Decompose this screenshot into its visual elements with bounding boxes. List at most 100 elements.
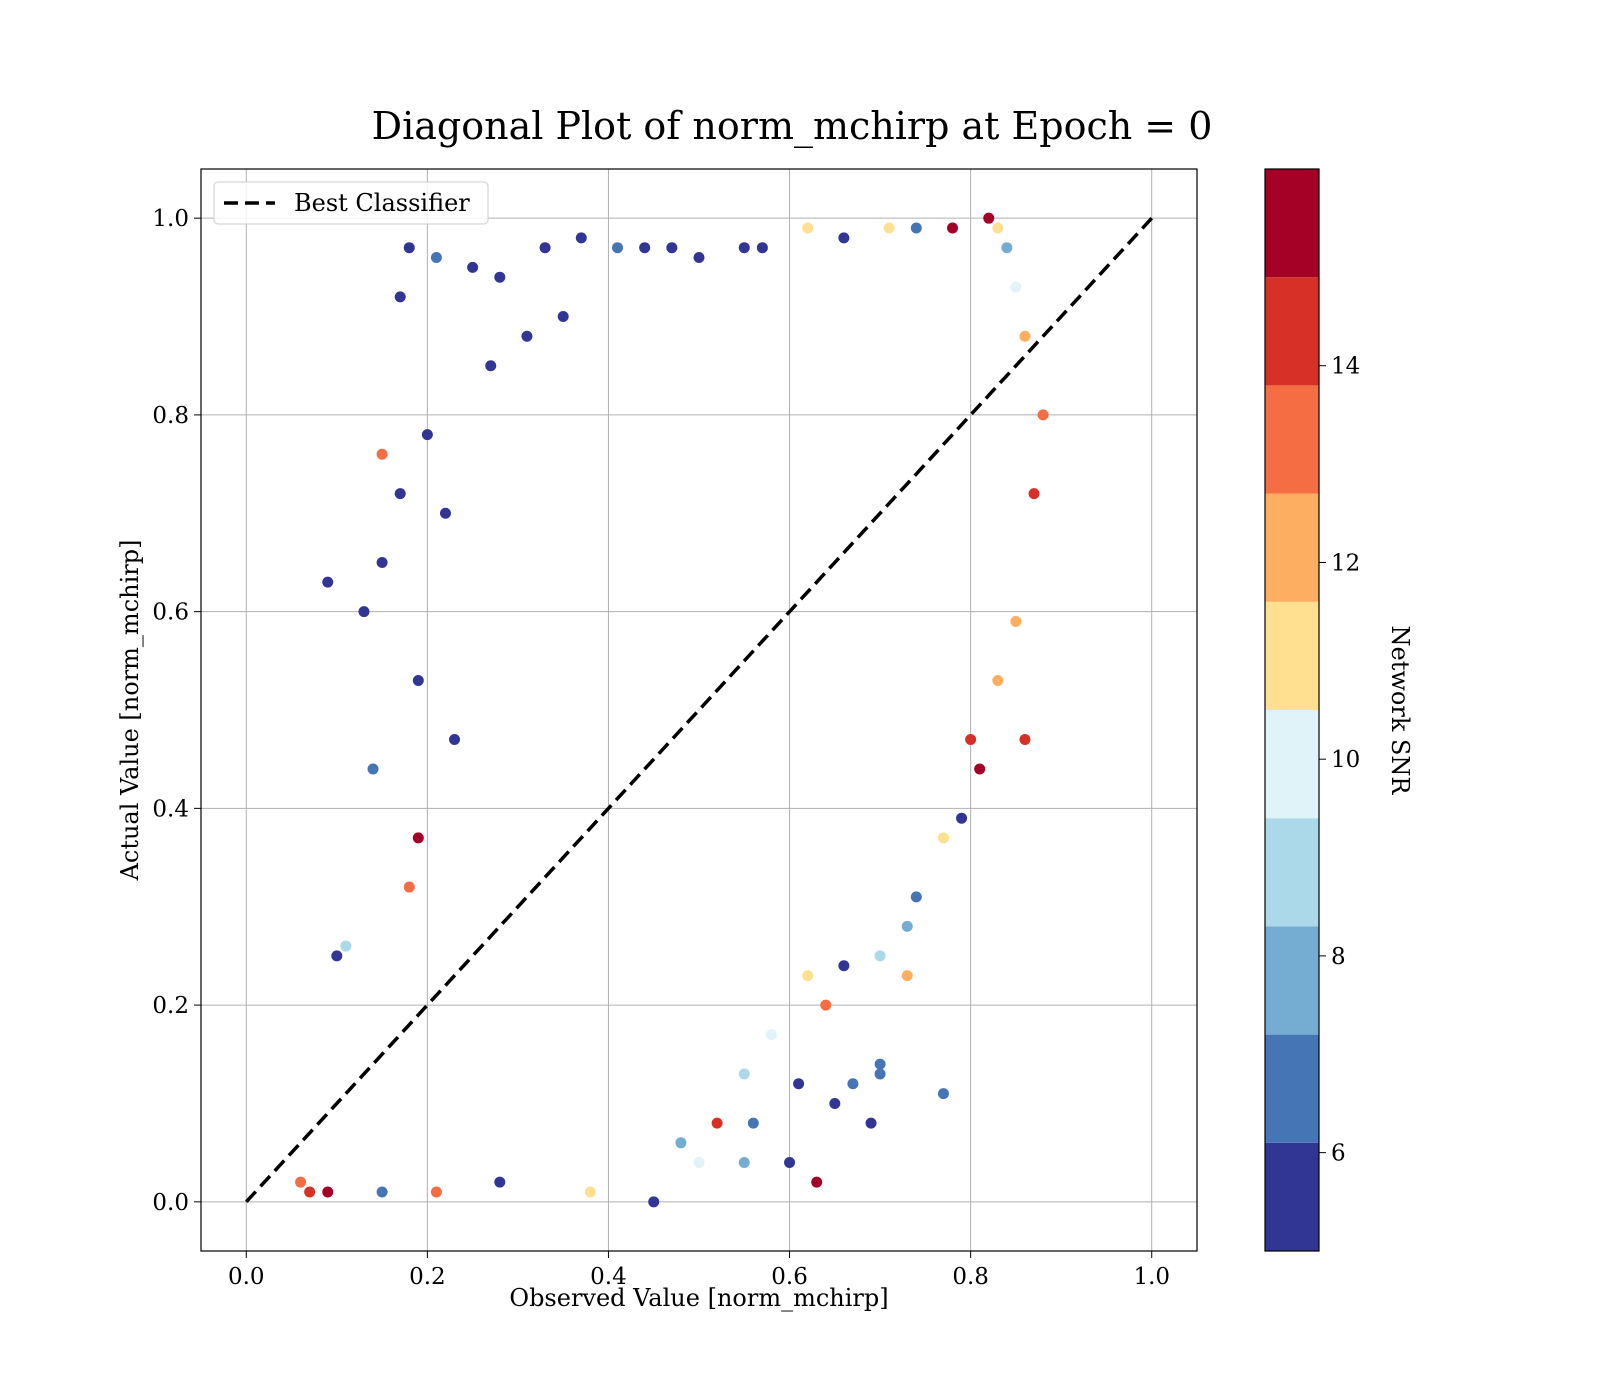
scatter-point xyxy=(883,222,895,234)
y-axis-ticks: 0.0 0.2 0.4 0.6 0.8 1.0 xyxy=(152,206,201,1216)
x-tick-label: 1.0 xyxy=(1133,1264,1170,1290)
scatter-point xyxy=(295,1176,307,1188)
scatter-point xyxy=(331,950,343,962)
scatter-point xyxy=(394,488,406,500)
scatter-point xyxy=(1010,615,1022,627)
scatter-point xyxy=(974,763,986,775)
scatter-point xyxy=(693,1156,705,1168)
scatter-point xyxy=(901,920,913,932)
chart-title: Diagonal Plot of norm_mchirp at Epoch = … xyxy=(372,104,1213,149)
scatter-point xyxy=(467,261,479,273)
x-tick-label: 0.6 xyxy=(771,1264,808,1290)
scatter-point xyxy=(992,222,1004,234)
scatter-point xyxy=(394,291,406,303)
scatter-point xyxy=(738,1068,750,1080)
scatter-point xyxy=(376,448,388,460)
scatter-point xyxy=(874,1068,886,1080)
scatter-point xyxy=(639,242,651,254)
colorbar-tick-label: 14 xyxy=(1331,354,1360,380)
scatter-point xyxy=(612,242,624,254)
colorbar-segment xyxy=(1265,818,1319,927)
y-tick-label: 0.4 xyxy=(152,796,189,822)
plot-frame xyxy=(200,168,1198,1252)
scatter-point xyxy=(1010,281,1022,293)
scatter-point xyxy=(811,1176,823,1188)
colorbar-segment xyxy=(1265,493,1319,602)
scatter-point xyxy=(838,232,850,244)
x-tick-label: 0.8 xyxy=(952,1264,989,1290)
y-tick-label: 0.2 xyxy=(152,993,189,1019)
scatter-point xyxy=(1037,409,1049,421)
scatter-point xyxy=(322,1186,334,1198)
scatter-point xyxy=(874,950,886,962)
scatter-point xyxy=(937,1088,949,1100)
colorbar-segment xyxy=(1265,1142,1319,1251)
scatter-point xyxy=(557,311,569,323)
colorbar-segment xyxy=(1265,169,1319,278)
colorbar-label: Network SNR xyxy=(1386,626,1414,796)
scatter-point xyxy=(802,970,814,982)
plot-area xyxy=(200,168,1198,1252)
scatter-point xyxy=(1028,488,1040,500)
scatter-point xyxy=(521,330,533,342)
colorbar-tick-label: 12 xyxy=(1331,550,1360,576)
scatter-point xyxy=(666,242,678,254)
x-tick-label: 0.4 xyxy=(590,1264,627,1290)
colorbar-segment xyxy=(1265,601,1319,710)
scatter-point xyxy=(910,222,922,234)
scatter-point xyxy=(340,940,352,952)
scatter-point xyxy=(1019,330,1031,342)
scatter-point xyxy=(992,674,1004,686)
scatter-point xyxy=(1001,242,1013,254)
scatter-point xyxy=(430,252,442,264)
scatter-point xyxy=(412,674,424,686)
scatter-point xyxy=(784,1156,796,1168)
colorbar-tick-label: 10 xyxy=(1331,747,1360,773)
colorbar-segment xyxy=(1265,926,1319,1035)
colorbar-frame xyxy=(1264,168,1320,1252)
scatter-point xyxy=(865,1117,877,1129)
scatter-point xyxy=(449,734,461,746)
scatter-point xyxy=(403,881,415,893)
scatter-point xyxy=(756,242,768,254)
scatter-point xyxy=(738,242,750,254)
x-axis-label: Observed Value [norm_mchirp] xyxy=(509,1284,888,1312)
scatter-point xyxy=(376,1186,388,1198)
scatter-point xyxy=(820,999,832,1011)
scatter-point xyxy=(829,1097,841,1109)
scatter-point xyxy=(648,1196,660,1208)
scatter-point xyxy=(412,832,424,844)
colorbar-segment xyxy=(1265,277,1319,386)
colorbar-segment xyxy=(1265,710,1319,819)
colorbar-segment xyxy=(1265,1034,1319,1143)
scatter-point xyxy=(956,812,968,824)
scatter-point xyxy=(874,1058,886,1070)
x-tick-label: 0.2 xyxy=(409,1264,446,1290)
scatter-point xyxy=(539,242,551,254)
scatter-point xyxy=(937,832,949,844)
scatter-point xyxy=(322,576,334,588)
scatter-point xyxy=(847,1078,859,1090)
scatter-point xyxy=(1019,734,1031,746)
y-tick-label: 0.0 xyxy=(152,1190,189,1216)
scatter-point xyxy=(910,891,922,903)
legend[interactable]: Best Classifier xyxy=(213,181,489,225)
scatter-point xyxy=(376,556,388,568)
scatter-point xyxy=(901,970,913,982)
best-classifier-line xyxy=(244,216,1154,1204)
scatter-point xyxy=(358,606,370,618)
grid-lines xyxy=(201,169,1197,1251)
scatter-point xyxy=(983,212,995,224)
scatter-point xyxy=(575,232,587,244)
legend-box xyxy=(213,181,489,225)
scatter-point xyxy=(711,1117,723,1129)
y-axis-label: Actual Value [norm_mchirp] xyxy=(116,540,144,882)
scatter-point xyxy=(439,507,451,519)
colorbar-segment xyxy=(1265,385,1319,494)
y-tick-label: 1.0 xyxy=(152,206,189,232)
scatter-point xyxy=(494,1176,506,1188)
scatter-point xyxy=(675,1137,687,1149)
scatter-point xyxy=(584,1186,596,1198)
scatter-point xyxy=(693,252,705,264)
